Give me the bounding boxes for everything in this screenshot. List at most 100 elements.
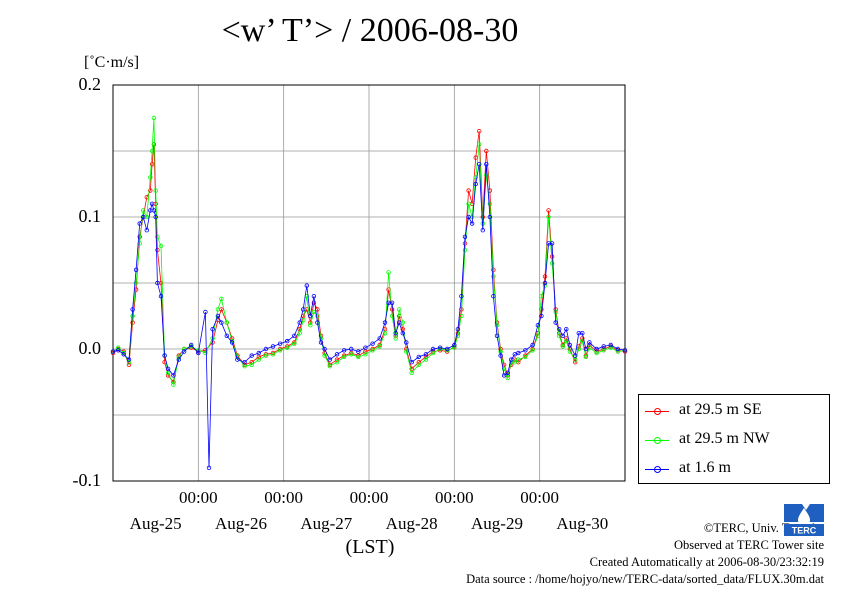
data-point [349, 350, 354, 356]
data-point [523, 348, 528, 353]
data-point [334, 357, 340, 362]
data-point [393, 336, 398, 341]
data-point [601, 346, 606, 352]
data-point [430, 350, 436, 356]
data-point [594, 350, 599, 356]
data-point [277, 346, 283, 352]
data-point [116, 345, 121, 350]
data-point [484, 148, 489, 154]
data-point [523, 354, 528, 360]
data-point [516, 350, 521, 356]
data-point [116, 348, 121, 353]
data-point [270, 344, 276, 349]
legend-marker [654, 408, 661, 415]
credit-data-source: Data source : /home/hojyo/new/TERC-data/… [466, 572, 824, 586]
y-tick-label: 0.2 [78, 74, 102, 94]
data-point [292, 333, 297, 338]
data-point [151, 208, 157, 213]
data-point [539, 307, 544, 312]
data-point [535, 333, 541, 338]
credit-created: Created Automatically at 2006-08-30/23:3… [589, 555, 824, 569]
plot-frame [112, 84, 626, 482]
data-point [546, 208, 551, 213]
data-point [382, 320, 388, 325]
data-point [242, 364, 247, 369]
data-point [263, 352, 269, 357]
data-point [224, 333, 229, 338]
y-tick-label: 0.0 [78, 338, 102, 358]
data-point [370, 341, 375, 346]
data-point [126, 357, 132, 362]
data-point [308, 323, 313, 328]
data-point [393, 331, 398, 336]
data-point [542, 280, 548, 286]
data-point [549, 241, 555, 246]
data-point [622, 348, 628, 353]
data-point [137, 234, 142, 239]
data-point [452, 345, 457, 350]
data-point [297, 331, 302, 336]
data-point [404, 340, 409, 345]
data-point [206, 465, 212, 470]
data-point [315, 320, 320, 325]
data-point [285, 345, 290, 350]
credit-copyright: ©TERC, Univ. Tsukuba [703, 521, 824, 535]
data-point [445, 346, 450, 352]
data-point [494, 333, 500, 338]
x-date-label: Aug-25 [129, 514, 182, 533]
data-point [530, 342, 535, 348]
data-point [318, 340, 324, 345]
series-line-3 [112, 164, 626, 468]
x-tick-label: 00:00 [178, 488, 218, 507]
data-point [583, 346, 589, 352]
data-point [235, 357, 240, 362]
data-point [215, 313, 221, 319]
data-point [494, 323, 500, 328]
data-point [389, 300, 395, 305]
data-point [560, 333, 565, 338]
data-point [535, 323, 541, 328]
data-point [140, 214, 146, 220]
legend-label: at 29.5 m SE [679, 401, 762, 418]
legend-marker [654, 466, 661, 473]
data-point [487, 214, 493, 220]
data-point [155, 234, 160, 239]
data-point [158, 294, 164, 299]
data-point [144, 227, 149, 233]
data-point [397, 320, 402, 325]
data-point [270, 352, 276, 357]
data-point [308, 313, 313, 319]
data-point [219, 320, 224, 325]
data-point [462, 234, 468, 239]
data-point [608, 345, 613, 350]
data-point [162, 353, 167, 358]
data-point [311, 300, 317, 305]
series-line-2 [112, 117, 626, 386]
data-point [445, 349, 450, 354]
data-point [151, 115, 157, 121]
data-point [133, 280, 139, 286]
data-point [277, 348, 283, 353]
data-point [256, 357, 261, 362]
data-point [386, 287, 391, 292]
data-point [484, 161, 489, 167]
data-point [386, 270, 391, 275]
data-point [491, 274, 496, 279]
grid-lines [113, 85, 625, 481]
data-point [505, 375, 510, 381]
data-point [334, 352, 340, 357]
data-point [349, 352, 354, 357]
data-point [203, 350, 208, 356]
data-point [297, 320, 302, 325]
data-point [148, 175, 153, 180]
data-point [356, 349, 361, 354]
y-tick-label: -0.1 [72, 470, 102, 490]
data-point [155, 280, 160, 286]
data-point [370, 348, 375, 353]
data-point [140, 208, 146, 213]
x-tick-label: 00:00 [264, 488, 304, 507]
data-point [437, 345, 443, 350]
data-point [587, 340, 592, 345]
data-point [512, 360, 517, 365]
